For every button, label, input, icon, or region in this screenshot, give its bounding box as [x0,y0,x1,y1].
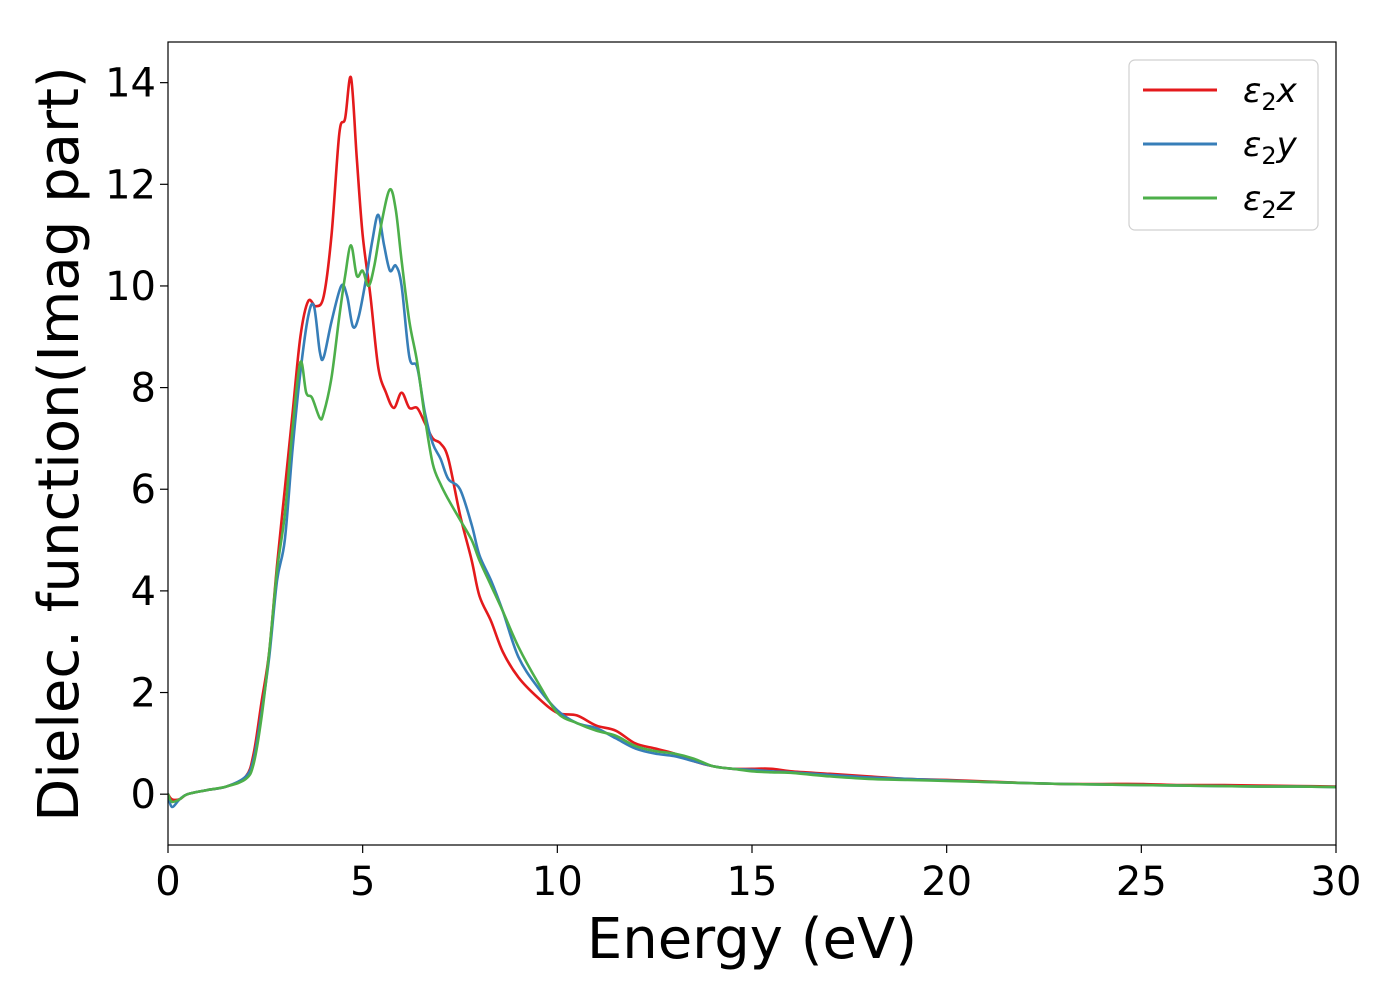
legend-label-y: ε2y [1243,125,1298,170]
y-tick-label: 14 [105,61,156,107]
x-tick-label: 0 [155,859,180,905]
y-axis-label: Dielec. function(Imag part) [27,66,92,822]
series-line-y [168,213,1336,809]
y-tick-label: 6 [131,467,156,513]
x-tick-label: 5 [350,859,375,905]
series-line-z [168,187,1336,804]
x-axis-label: Energy (eV) [587,907,917,972]
y-tick-label: 2 [131,671,156,717]
x-tick-label: 20 [921,859,972,905]
y-tick-label: 8 [131,366,156,412]
legend-label-z: ε2z [1243,179,1296,224]
ticks: 0 5 10 15 20 25 30 0 2 4 6 8 10 12 14 [105,61,1361,905]
legend-label-x: ε2x [1243,71,1298,116]
x-tick-label: 15 [727,859,778,905]
legend-box [1128,59,1319,231]
y-tick-label: 4 [131,569,156,615]
plot-area [168,75,1336,809]
legend: ε2x ε2y ε2z [1128,59,1319,231]
y-tick-label: 10 [105,264,156,310]
y-tick-label: 12 [105,162,156,208]
y-tick-label: 0 [131,772,156,818]
x-tick-label: 25 [1116,859,1167,905]
x-tick-label: 10 [532,859,583,905]
x-tick-label: 30 [1311,859,1362,905]
